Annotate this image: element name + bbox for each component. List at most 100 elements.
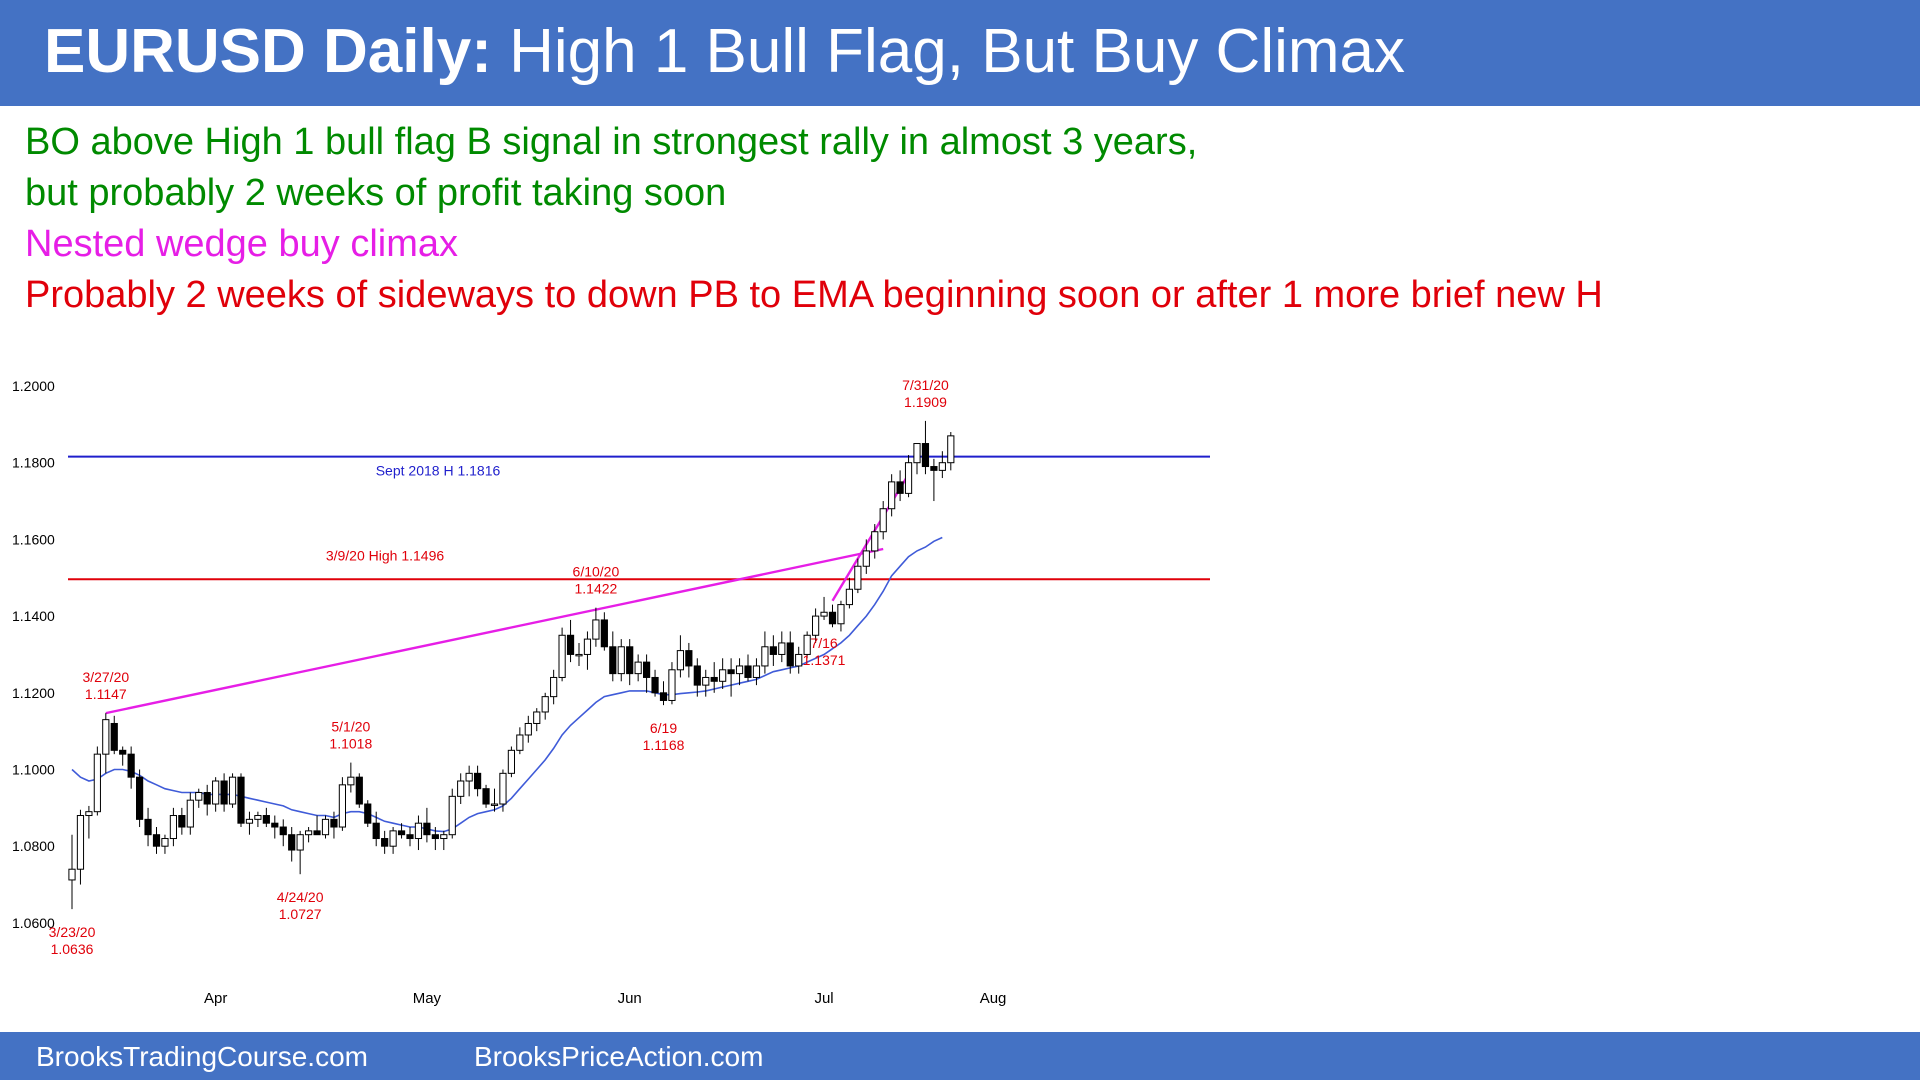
candle <box>938 451 946 479</box>
candle <box>533 708 541 732</box>
candle <box>262 807 270 828</box>
annotation-price: 1.1168 <box>643 737 685 753</box>
bull-candle-body <box>795 653 803 667</box>
candle <box>212 777 220 812</box>
candle <box>516 727 524 755</box>
bull-candle-body <box>778 642 786 655</box>
bull-candle-body <box>947 435 955 464</box>
bear-candle-body <box>397 830 406 836</box>
y-tick-label: 1.0800 <box>12 838 55 854</box>
bear-candle-body <box>685 650 693 667</box>
bull-candle-body <box>93 753 101 813</box>
bull-candle-body <box>338 784 346 828</box>
candle <box>161 834 169 854</box>
bull-candle-body <box>668 669 676 701</box>
candle <box>778 631 786 663</box>
bear-candle-body <box>659 692 668 701</box>
bull-candle-body <box>904 462 913 494</box>
bear-candle-body <box>313 830 321 836</box>
bull-candle-body <box>634 661 642 675</box>
bull-candle-body <box>888 481 896 510</box>
bear-candle-body <box>406 834 414 840</box>
candle <box>558 627 566 682</box>
annotation-date: 3/23/20 <box>49 924 96 940</box>
bear-candle-body <box>220 780 228 805</box>
bear-candle-body <box>727 669 735 675</box>
bull-candle-body <box>761 646 769 667</box>
candle <box>406 827 414 847</box>
bull-candle-body <box>296 834 304 851</box>
bull-candle-body <box>524 722 532 736</box>
annotation-price: 1.0636 <box>51 941 94 957</box>
annotation-date: 6/19 <box>650 720 677 736</box>
bull-candle-body <box>68 868 76 881</box>
title-symbol: EURUSD Daily: <box>44 17 492 86</box>
title-subtitle: High 1 Bull Flag, But Buy Climax <box>491 17 1406 86</box>
bear-candle-body <box>237 776 245 824</box>
annotation-price: 1.1147 <box>85 686 127 702</box>
candle <box>524 715 532 743</box>
candle <box>752 658 761 686</box>
y-tick-label: 1.1400 <box>12 608 55 624</box>
y-tick-label: 1.2000 <box>12 378 55 394</box>
y-tick-label: 1.1800 <box>12 455 55 471</box>
bull-candle-body <box>541 696 549 713</box>
bull-candle-body <box>575 653 583 657</box>
bull-candle-body <box>161 838 169 847</box>
bear-candle-body <box>144 818 152 836</box>
bull-candle-body <box>102 719 110 755</box>
candle <box>355 773 363 808</box>
bear-candle-body <box>152 834 161 847</box>
candle <box>921 420 930 475</box>
candle <box>237 773 245 828</box>
candle <box>119 746 127 766</box>
x-tick-label: Jul <box>814 990 833 1007</box>
candle <box>364 800 372 828</box>
bull-candle-body <box>85 811 93 817</box>
annotation-price: 1.1371 <box>803 652 846 668</box>
candle <box>888 474 896 517</box>
bear-candle-body <box>364 803 372 824</box>
bear-candle-body <box>710 676 718 682</box>
annotation-date: 7/31/20 <box>902 377 949 393</box>
candle <box>414 815 423 851</box>
eurusd-daily-chart: 1.0600 1.0800 1.1000 1.1200 1.1400 1.1600 1.18… <box>12 377 1210 1007</box>
candle <box>617 639 625 682</box>
x-tick-label: Jun <box>618 990 642 1007</box>
candle <box>761 631 769 674</box>
bull-candle-body <box>228 776 237 805</box>
candle <box>440 830 448 851</box>
candle <box>947 432 955 471</box>
bear-candle-body <box>769 646 777 655</box>
bull-candle-body <box>702 676 710 686</box>
candle <box>245 811 254 835</box>
candle <box>795 646 803 674</box>
bear-candle-body <box>262 815 270 824</box>
candle <box>474 765 482 797</box>
bull-candle-body <box>752 665 761 678</box>
candle <box>279 819 287 847</box>
candle <box>397 823 406 839</box>
candle <box>68 834 76 910</box>
candle <box>668 662 676 705</box>
candle <box>685 642 693 678</box>
candle <box>609 631 617 682</box>
bear-candle-body <box>921 443 930 468</box>
bull-candle-body <box>440 834 448 840</box>
bear-candle-body <box>203 792 211 805</box>
candle <box>195 788 203 808</box>
bear-candle-body <box>643 661 651 678</box>
candle <box>127 746 135 789</box>
candle <box>702 669 710 697</box>
y-tick-label: 1.1600 <box>12 531 55 547</box>
bear-candle-body <box>600 619 608 648</box>
candle <box>659 681 668 706</box>
candle <box>482 784 490 808</box>
x-tick-label: Apr <box>204 990 227 1007</box>
candle <box>575 642 583 666</box>
candle <box>550 669 558 705</box>
bull-candle-body <box>803 634 811 655</box>
candle <box>828 604 837 628</box>
bull-candle-body <box>169 815 178 840</box>
candle <box>710 662 718 693</box>
